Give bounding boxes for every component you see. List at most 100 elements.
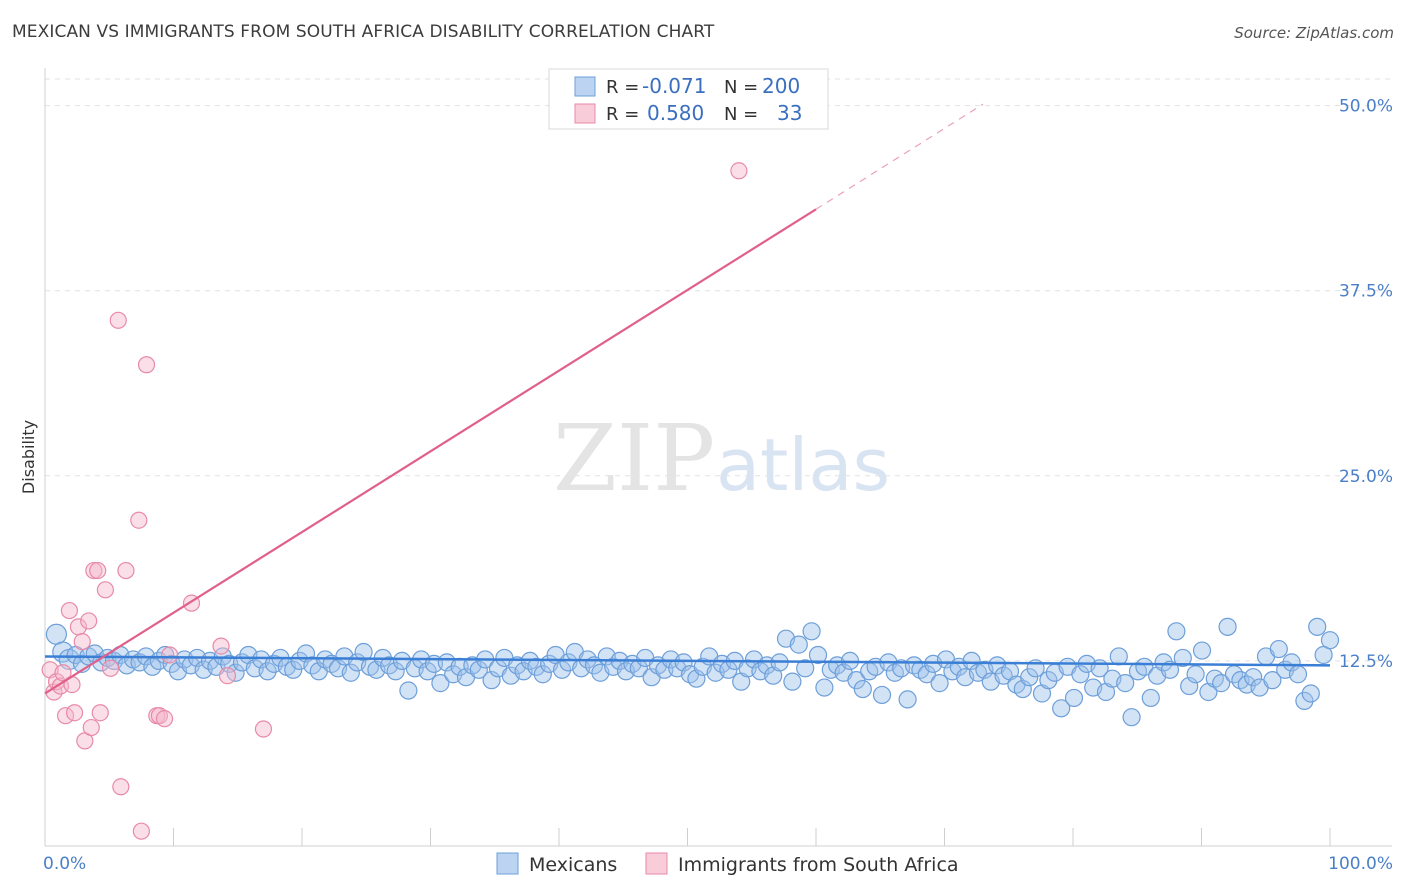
- point-mexicans: [1308, 617, 1327, 636]
- series-south-africa: [41, 162, 748, 840]
- point-south-africa: [89, 561, 107, 580]
- point-mexicans: [687, 669, 706, 688]
- source-label: Source: ZipAtlas.com: [1234, 24, 1394, 42]
- point-mexicans: [1212, 674, 1231, 693]
- point-south-africa: [82, 718, 100, 737]
- point-south-africa: [150, 707, 168, 725]
- point-mexicans: [1244, 668, 1263, 687]
- point-south-africa: [218, 667, 237, 685]
- y-tick-label-3: 50.0%: [1339, 97, 1393, 117]
- y-tick-label-0: 12.5%: [1339, 652, 1393, 672]
- point-mexicans: [552, 660, 572, 679]
- series-legend: Mexicans Immigrants from South Africa: [496, 852, 959, 876]
- point-south-africa: [96, 581, 114, 599]
- point-south-africa: [73, 633, 91, 651]
- point-south-africa: [161, 646, 179, 664]
- legend-r-value-2: 0.580: [647, 101, 704, 125]
- point-mexicans: [1186, 665, 1205, 684]
- y-axis-label: Disability: [19, 420, 38, 494]
- point-south-africa: [101, 659, 120, 677]
- point-mexicans: [431, 674, 450, 693]
- legend-r-label-2: R =: [606, 104, 639, 125]
- point-mexicans: [872, 685, 892, 705]
- x-tick-labels: 0.0% 100.0%: [43, 854, 1393, 874]
- watermark: ZIP atlas: [553, 405, 890, 512]
- point-mexicans: [341, 663, 360, 682]
- point-south-africa: [130, 511, 148, 529]
- point-mexicans: [1020, 668, 1039, 687]
- trend-extension-south-africa: [815, 103, 984, 210]
- point-south-africa: [137, 356, 156, 374]
- point-mexicans: [1320, 631, 1340, 650]
- point-south-africa: [254, 720, 273, 738]
- point-south-africa: [60, 601, 79, 620]
- point-south-africa: [112, 778, 130, 796]
- point-mexicans: [399, 681, 418, 700]
- point-south-africa: [109, 311, 127, 329]
- point-mexicans: [1154, 653, 1173, 672]
- point-mexicans: [930, 674, 949, 693]
- point-mexicans: [802, 622, 821, 641]
- point-mexicans: [533, 665, 552, 684]
- point-south-africa: [730, 162, 748, 180]
- point-mexicans: [1141, 688, 1160, 708]
- y-tick-label-1: 25.0%: [1339, 467, 1393, 487]
- point-mexicans: [796, 659, 815, 678]
- point-mexicans: [1282, 653, 1301, 672]
- y-tick-labels: 12.5% 25.0% 37.5% 50.0%: [1339, 97, 1393, 672]
- point-mexicans: [156, 645, 175, 665]
- point-mexicans: [418, 662, 437, 681]
- point-mexicans: [1039, 671, 1058, 690]
- legend-r-value-1: -0.071: [642, 74, 706, 98]
- trend-lines: [44, 103, 1331, 695]
- y-tick-label-2: 37.5%: [1339, 282, 1393, 302]
- point-mexicans: [482, 671, 501, 690]
- chart-title: MEXICAN VS IMMIGRANTS FROM SOUTH AFRICA …: [12, 22, 715, 42]
- watermark-atlas: atlas: [716, 423, 890, 507]
- point-mexicans: [1288, 665, 1308, 684]
- point-south-africa: [212, 637, 230, 655]
- point-mexicans: [1109, 647, 1128, 666]
- point-mexicans: [1071, 665, 1090, 684]
- point-mexicans: [917, 665, 936, 684]
- point-mexicans: [783, 672, 802, 691]
- point-mexicans: [1167, 622, 1186, 641]
- stats-legend: R = -0.071 N = 200 R = 0.580 N = 33: [548, 68, 829, 130]
- point-south-africa: [155, 710, 174, 728]
- trend-line-mexicans: [44, 655, 1331, 667]
- trend-line-south-africa: [44, 208, 817, 695]
- point-mexicans: [45, 623, 68, 645]
- point-south-africa: [117, 561, 135, 580]
- point-mexicans: [674, 653, 693, 672]
- legend-swatch-mexicans: [574, 76, 596, 97]
- bottom-legend-south-africa: Immigrants from South Africa: [678, 854, 959, 876]
- point-mexicans: [1269, 639, 1288, 659]
- legend-n-value-2: 33: [777, 101, 802, 125]
- point-mexicans: [1013, 679, 1032, 699]
- point-mexicans: [1116, 674, 1135, 693]
- point-mexicans: [962, 651, 981, 671]
- gridlines: [45, 78, 1392, 662]
- point-mexicans: [789, 635, 808, 654]
- point-south-africa: [54, 664, 72, 682]
- point-south-africa: [80, 612, 98, 630]
- point-mexicans: [808, 645, 828, 665]
- point-mexicans: [1263, 671, 1282, 690]
- point-mexicans: [284, 660, 303, 679]
- x-tick-label-1: 100.0%: [1328, 854, 1393, 874]
- point-mexicans: [847, 671, 866, 690]
- point-mexicans: [1052, 699, 1071, 718]
- point-mexicans: [1301, 684, 1320, 703]
- axes: [44, 68, 1392, 847]
- point-mexicans: [1122, 708, 1141, 727]
- bottom-legend-mexicans: Mexicans: [529, 854, 617, 876]
- point-mexicans: [898, 690, 917, 709]
- point-mexicans: [1218, 617, 1237, 636]
- point-south-africa: [65, 704, 84, 722]
- point-mexicans: [1173, 648, 1192, 668]
- point-mexicans: [1160, 660, 1180, 679]
- series-mexicans: [45, 617, 1340, 727]
- point-south-africa: [132, 822, 150, 840]
- point-mexicans: [386, 662, 405, 681]
